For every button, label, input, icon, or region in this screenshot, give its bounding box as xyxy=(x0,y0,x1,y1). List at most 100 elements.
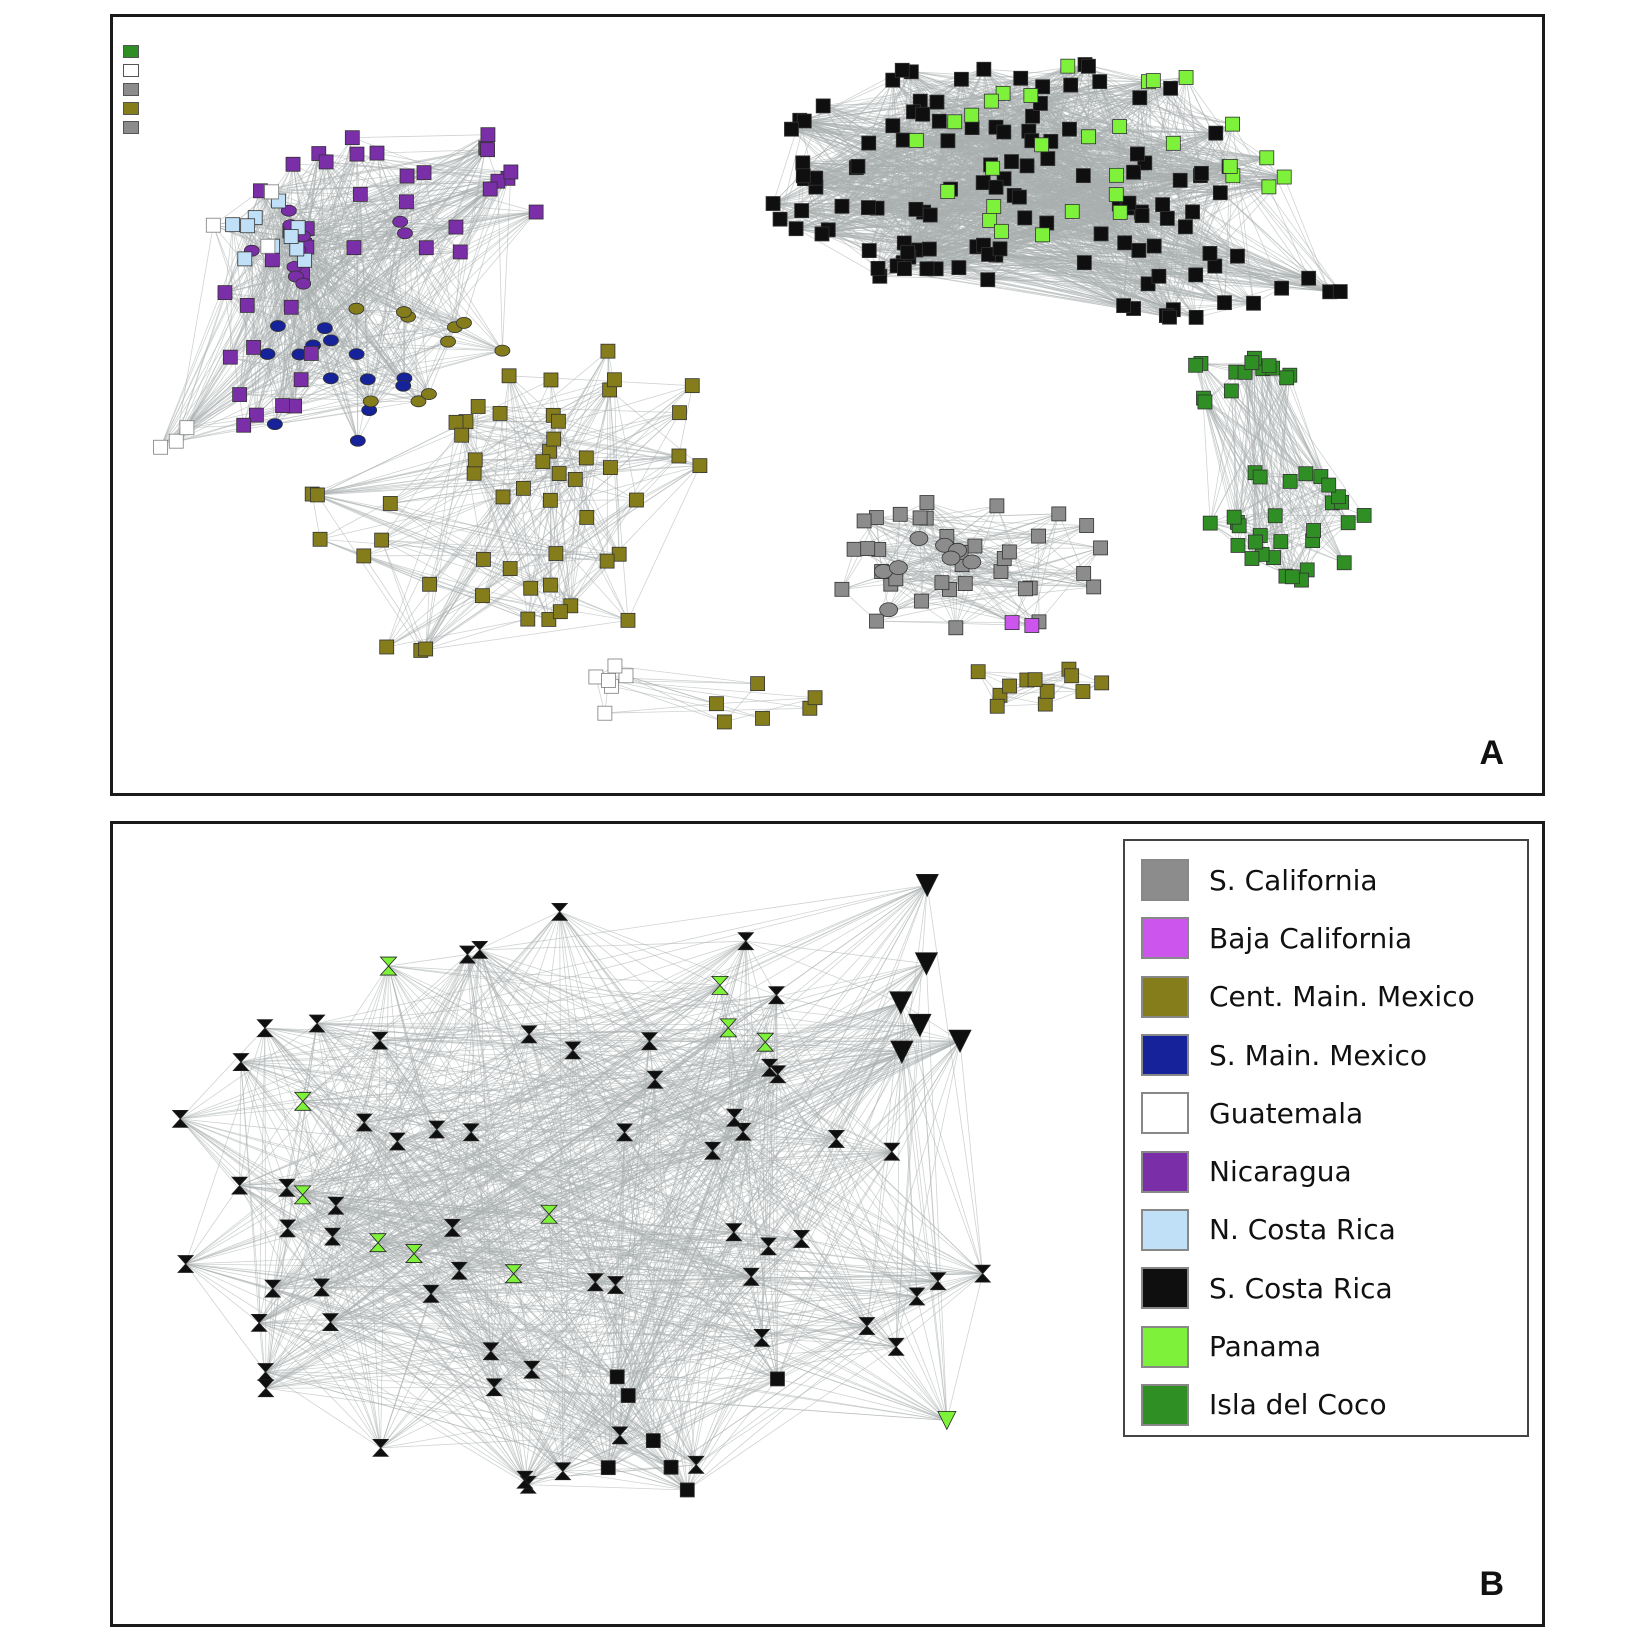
network-node xyxy=(1131,243,1147,258)
network-edge xyxy=(418,178,509,402)
network-node xyxy=(501,368,517,384)
network-node xyxy=(546,431,562,447)
network-edge xyxy=(570,479,576,606)
network-edge xyxy=(390,503,608,562)
network-edge xyxy=(627,465,701,621)
network-edge xyxy=(317,379,552,496)
network-edge xyxy=(1195,265,1216,318)
network-edge xyxy=(335,911,560,1206)
network-edge xyxy=(239,305,248,395)
network-edge xyxy=(381,539,620,555)
network-edge xyxy=(863,520,1040,623)
network-edge xyxy=(853,548,1013,623)
network-node xyxy=(1132,90,1148,106)
network-node xyxy=(480,142,496,158)
network-node xyxy=(908,133,924,148)
network-node xyxy=(892,506,908,522)
network-edge xyxy=(895,1346,948,1421)
network-node xyxy=(834,198,850,214)
network-node xyxy=(912,510,928,526)
network-edge xyxy=(239,1028,266,1186)
network-edge xyxy=(363,555,549,620)
network-edge xyxy=(895,1041,961,1347)
network-edge xyxy=(1115,126,1121,195)
network-node xyxy=(153,439,169,455)
network-node xyxy=(359,373,376,386)
network-edge xyxy=(247,225,312,354)
network-edge xyxy=(265,1002,902,1389)
network-edge xyxy=(272,1288,381,1449)
network-edge xyxy=(649,963,927,1042)
network-node xyxy=(989,698,1005,714)
network-edge xyxy=(1233,362,1253,518)
network-edge xyxy=(386,455,680,648)
network-edge xyxy=(955,588,1026,629)
network-edge xyxy=(479,884,928,951)
network-node xyxy=(894,62,910,78)
network-edge xyxy=(724,697,816,723)
network-edge xyxy=(380,1284,616,1449)
network-edge xyxy=(330,1321,621,1436)
network-edge xyxy=(686,995,777,1491)
network-edge xyxy=(695,1273,983,1466)
network-edge xyxy=(490,885,928,1352)
network-edge xyxy=(247,305,404,387)
network-edge xyxy=(255,217,401,223)
network-edge xyxy=(1030,95,1231,167)
network-edge xyxy=(993,206,1238,257)
network-edge xyxy=(624,1002,901,1133)
network-edge xyxy=(670,1280,939,1468)
network-edge xyxy=(562,1470,688,1491)
network-edge xyxy=(971,80,1154,116)
network-node xyxy=(310,487,325,503)
network-node xyxy=(988,179,1004,195)
network-node xyxy=(1151,268,1167,284)
network-edge xyxy=(768,995,777,1247)
network-node xyxy=(1284,569,1300,585)
network-node xyxy=(869,613,884,629)
network-edge xyxy=(1025,547,1101,590)
network-edge xyxy=(180,1040,381,1120)
network-node xyxy=(567,472,583,487)
network-edge xyxy=(727,1027,735,1118)
network-edge xyxy=(1238,362,1253,526)
network-edge xyxy=(330,1322,382,1449)
network-edge xyxy=(240,1061,437,1130)
network-edge xyxy=(425,247,503,351)
network-edge xyxy=(1148,81,1174,144)
network-edge xyxy=(239,1185,453,1229)
network-edge xyxy=(619,1041,650,1436)
network-edge xyxy=(1268,365,1322,477)
network-edge xyxy=(490,1350,947,1421)
network-edge xyxy=(352,134,488,139)
network-node xyxy=(976,61,992,77)
network-edge xyxy=(388,965,625,1133)
network-edge xyxy=(1272,368,1291,482)
network-edge xyxy=(258,1322,672,1468)
mini-legend-swatch-5 xyxy=(123,121,139,134)
network-edge xyxy=(379,994,777,1042)
network-edge xyxy=(1042,234,1149,285)
network-node xyxy=(919,261,935,277)
network-edge xyxy=(1313,484,1330,531)
network-edge xyxy=(265,1325,868,1389)
network-edge xyxy=(240,1061,564,1472)
network-node xyxy=(1039,683,1055,699)
network-node xyxy=(293,372,309,388)
network-edge xyxy=(1153,80,1341,292)
network-edge xyxy=(562,1466,672,1472)
network-edge xyxy=(335,1205,939,1282)
network-node xyxy=(919,495,935,510)
network-edge xyxy=(915,95,1032,210)
network-edge xyxy=(558,389,610,474)
panel-a: A xyxy=(110,14,1545,796)
network-edge xyxy=(316,1023,472,1133)
network-edge xyxy=(1034,679,1084,692)
network-edge xyxy=(1255,502,1333,543)
network-edge xyxy=(609,389,611,468)
network-edge xyxy=(317,494,422,651)
network-edge xyxy=(271,147,486,193)
network-edge xyxy=(224,149,488,293)
network-edge xyxy=(380,1050,574,1449)
network-edge xyxy=(381,421,467,541)
